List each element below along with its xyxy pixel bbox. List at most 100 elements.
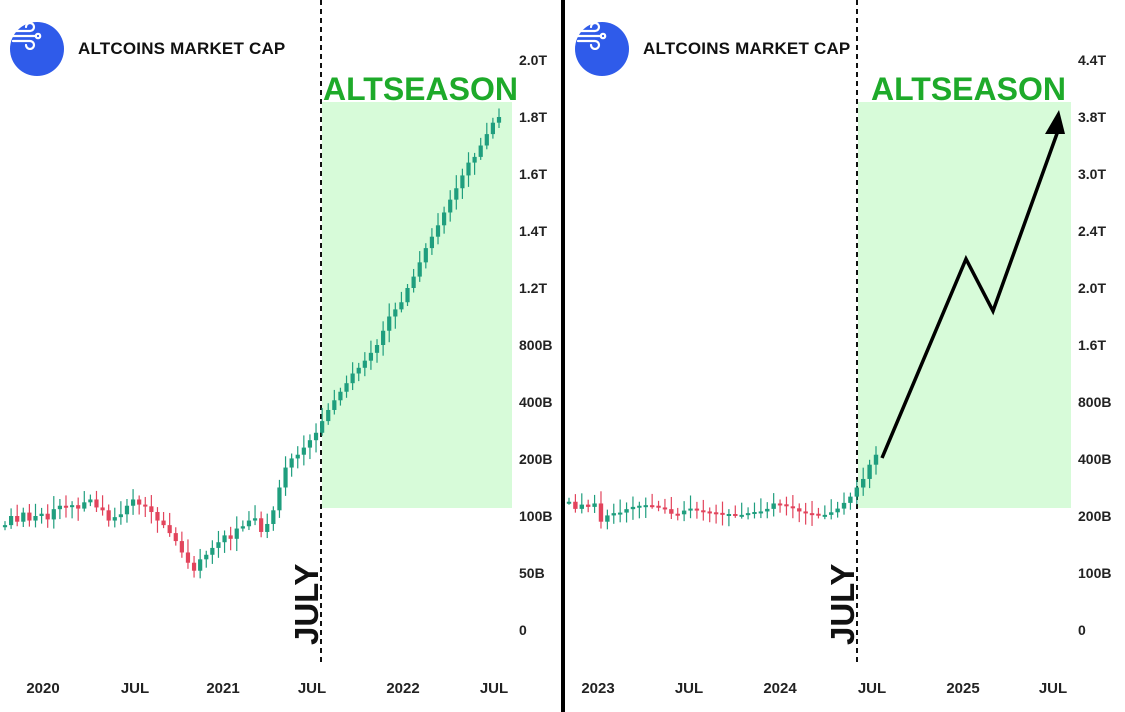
candle-body — [841, 502, 847, 509]
altseason-label: ALTSEASON — [323, 71, 518, 107]
candle-body — [216, 542, 221, 548]
candle-body — [33, 516, 38, 521]
candle-body — [27, 512, 32, 521]
candle-body — [39, 513, 44, 516]
candle-body — [617, 512, 623, 515]
candle-body — [161, 520, 166, 526]
right-chart-title: ALTCOINS MARKET CAP — [643, 39, 851, 58]
candle-body — [283, 467, 288, 488]
candle-body — [429, 236, 435, 249]
altseason-label: ALTSEASON — [871, 71, 1066, 107]
candle-body — [861, 478, 866, 488]
candle-body — [829, 512, 834, 515]
candle-body — [579, 504, 584, 509]
candle-body — [185, 552, 191, 563]
candle-body — [118, 514, 123, 518]
candle-body — [417, 262, 422, 277]
candle-body — [100, 507, 105, 511]
candle-body — [448, 199, 453, 213]
candle-body — [149, 506, 154, 513]
candle-body — [592, 503, 597, 507]
x-tick-label: 2025 — [946, 680, 979, 697]
candle-body — [63, 505, 69, 508]
candle-body — [649, 505, 655, 508]
candle-body — [611, 513, 616, 516]
x-tick-label: 2024 — [763, 680, 797, 697]
candle-body — [295, 454, 300, 459]
candle-body — [259, 518, 264, 532]
candle-body — [435, 225, 441, 237]
candle-body — [713, 512, 719, 515]
candle-body — [669, 509, 674, 514]
candle-body — [338, 391, 343, 401]
candle-body — [362, 360, 367, 368]
candle-body — [822, 514, 828, 517]
y-tick-label: 800B — [1078, 394, 1111, 410]
candle-body — [854, 487, 860, 497]
candle-body — [630, 506, 636, 510]
candle-body — [374, 345, 380, 353]
y-tick-label: 2.4T — [1078, 223, 1106, 239]
left-chart-header: ALTCOINS MARKET CAP — [10, 22, 285, 76]
candle-body — [867, 464, 872, 479]
x-tick-label: JUL — [858, 680, 886, 697]
candle-body — [112, 517, 117, 521]
left-chart-title: ALTCOINS MARKET CAP — [78, 39, 286, 58]
x-tick-label: 2020 — [26, 680, 59, 697]
candle-body — [681, 510, 687, 515]
y-tick-label: 4.4T — [1078, 52, 1106, 68]
x-tick-label: JUL — [121, 680, 149, 697]
candle-body — [873, 454, 879, 465]
candle-body — [69, 505, 75, 508]
candle-body — [21, 512, 26, 522]
candle-body — [307, 440, 313, 448]
candle-body — [173, 533, 178, 542]
candle-body — [688, 508, 693, 511]
candle-body — [707, 511, 712, 514]
candle-body — [143, 504, 148, 507]
candle-body — [15, 516, 20, 522]
candle-body — [835, 508, 840, 513]
y-tick-label: 100B — [519, 508, 552, 524]
candle-body — [88, 499, 93, 503]
candle-body — [573, 501, 578, 509]
candle-body — [167, 525, 172, 534]
y-tick-label: 1.8T — [519, 109, 547, 125]
candle-body — [356, 367, 361, 374]
candle-body — [51, 509, 56, 520]
candle-body — [45, 513, 50, 520]
altseason-zone — [322, 102, 512, 508]
candle-body — [277, 487, 282, 511]
candle-body — [848, 496, 853, 503]
candle-body — [466, 162, 471, 176]
candle-body — [210, 547, 215, 555]
candle-body — [393, 309, 398, 317]
y-tick-label: 1.6T — [1078, 337, 1106, 353]
candle-body — [350, 373, 355, 384]
candle-body — [803, 511, 808, 514]
y-tick-label: 1.6T — [519, 166, 547, 182]
y-tick-label: 2.0T — [519, 52, 547, 68]
x-tick-label: JUL — [298, 680, 326, 697]
candle-body — [222, 535, 227, 543]
candle-body — [656, 505, 661, 508]
candle-body — [8, 516, 14, 526]
y-tick-label: 0 — [1078, 622, 1086, 638]
x-tick-label: JUL — [480, 680, 508, 697]
candle-body — [137, 499, 142, 505]
y-tick-label: 800B — [519, 337, 552, 353]
y-tick-label: 2.0T — [1078, 280, 1106, 296]
x-tick-label: 2021 — [206, 680, 239, 697]
candle-body — [320, 421, 325, 433]
candle-body — [675, 513, 680, 516]
candle-body — [368, 352, 374, 361]
panel-divider — [561, 0, 565, 712]
wind-icon — [575, 22, 629, 76]
candle-body — [484, 134, 489, 146]
candle-body — [191, 562, 197, 571]
candle-body — [179, 541, 184, 553]
x-tick-label: 2023 — [581, 680, 614, 697]
candle-body — [387, 316, 392, 331]
right-chart-svg: ALTSEASON JULY 4.4T 3.8T 3.0T 2.4T 2.0T 1.6T 800… — [566, 0, 1111, 697]
candle-body — [454, 188, 459, 200]
